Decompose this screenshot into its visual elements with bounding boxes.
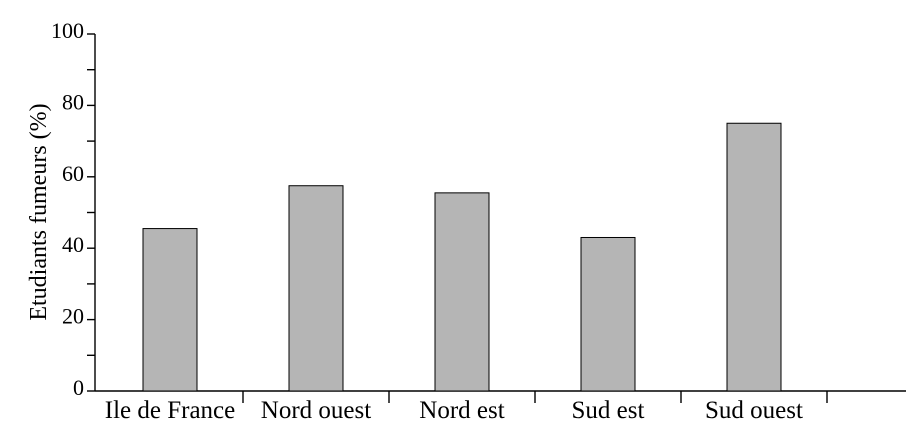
bar bbox=[580, 236, 636, 392]
y-tick-label: 80 bbox=[62, 89, 84, 114]
bar bbox=[726, 122, 782, 392]
x-category-label: Ile de France bbox=[105, 397, 235, 421]
y-axis-title: Etudiants fumeurs (%) bbox=[26, 103, 52, 320]
y-tick-label: 40 bbox=[62, 232, 84, 257]
x-category-label: Sud est bbox=[572, 397, 645, 421]
bar bbox=[142, 228, 198, 392]
y-tick-label: 60 bbox=[62, 161, 84, 186]
x-category-label: Nord est bbox=[419, 397, 504, 421]
y-axis-title-group: Etudiants fumeurs (%) bbox=[26, 103, 52, 320]
y-tick-label: 20 bbox=[62, 304, 84, 329]
bar bbox=[288, 185, 344, 392]
y-axis: 0 20 40 60 80 100 bbox=[51, 18, 96, 400]
bars bbox=[142, 122, 782, 392]
x-category-label: Sud ouest bbox=[705, 397, 803, 421]
x-axis-labels: Ile de France Nord ouest Nord est Sud est Su… bbox=[105, 397, 803, 421]
x-category-label: Nord ouest bbox=[261, 397, 371, 421]
y-tick-label: 100 bbox=[51, 18, 84, 43]
bar bbox=[434, 192, 490, 392]
y-tick-label: 0 bbox=[73, 375, 84, 400]
